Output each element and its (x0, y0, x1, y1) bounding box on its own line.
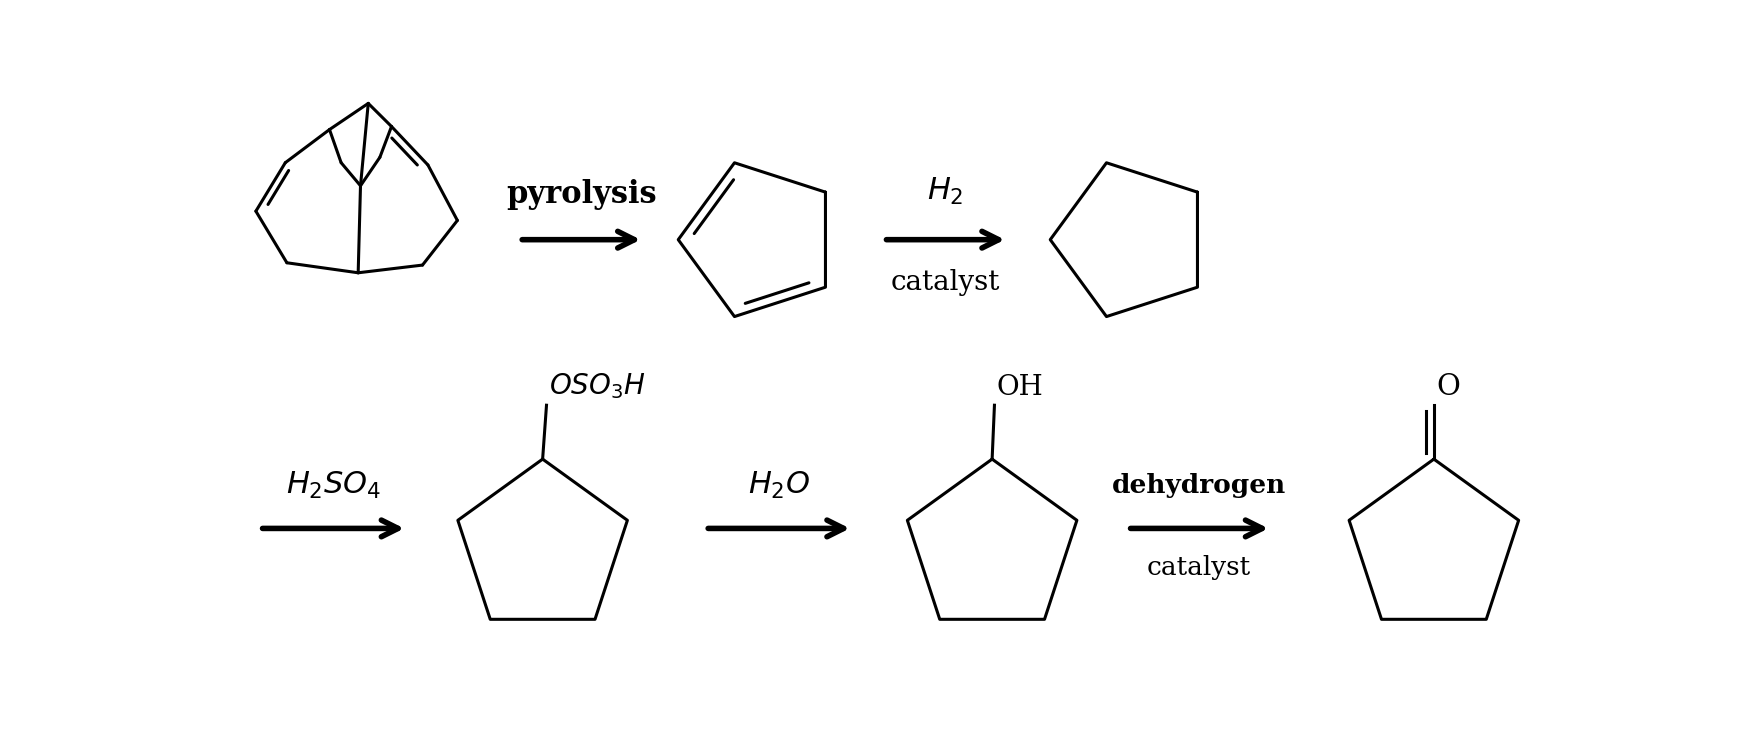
Text: OH: OH (995, 374, 1042, 401)
Text: catalyst: catalyst (1146, 555, 1251, 580)
Text: catalyst: catalyst (891, 269, 1001, 296)
Text: $H_2SO_4$: $H_2SO_4$ (287, 471, 380, 501)
Text: pyrolysis: pyrolysis (505, 179, 657, 210)
Text: O: O (1436, 373, 1461, 401)
Text: $H_2O$: $H_2O$ (749, 471, 809, 501)
Text: $OSO_3H$: $OSO_3H$ (549, 372, 646, 401)
Text: $H_2$: $H_2$ (928, 176, 964, 207)
Text: dehydrogen: dehydrogen (1112, 473, 1285, 498)
